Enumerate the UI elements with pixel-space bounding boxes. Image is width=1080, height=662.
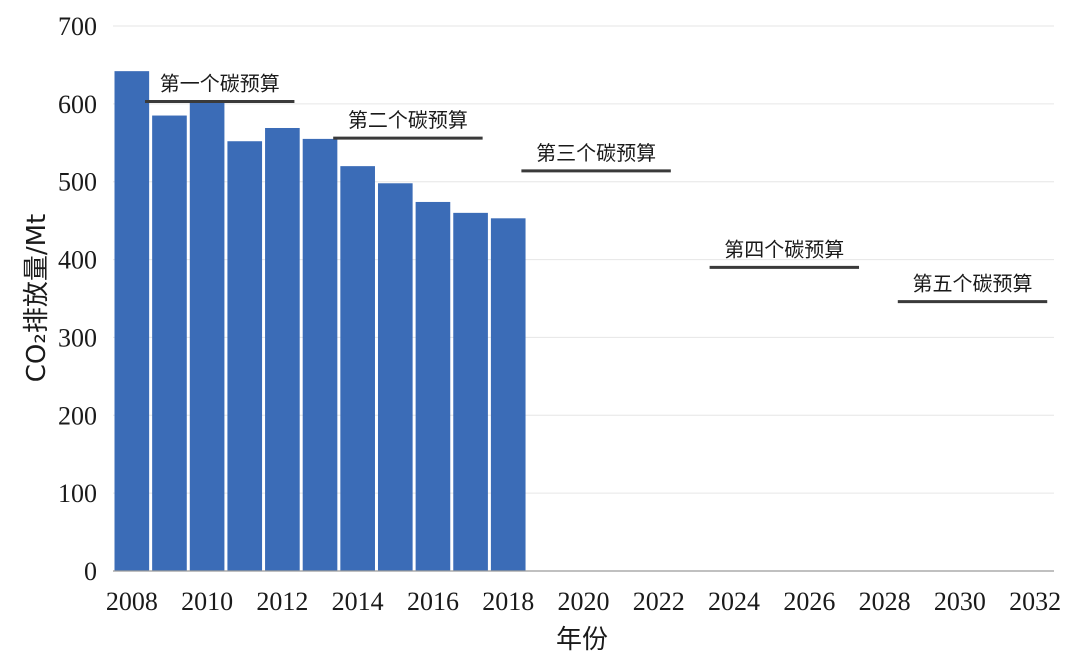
y-axis-label: CO₂排放量/Mt [22, 214, 52, 382]
bar [152, 115, 187, 572]
y-tick-label: 200 [58, 401, 97, 430]
y-tick-label: 700 [58, 12, 97, 41]
bars [114, 71, 526, 572]
x-tick-label: 2028 [859, 587, 911, 616]
x-tick-label: 2022 [633, 587, 685, 616]
y-tick-label: 300 [58, 323, 97, 352]
carbon-budget-label: 第二个碳预算 [348, 108, 468, 132]
carbon-budget-label: 第三个碳预算 [536, 141, 656, 165]
x-tick-label: 2016 [407, 587, 459, 616]
bar [189, 101, 225, 572]
y-tick-label: 600 [58, 90, 97, 119]
carbon-budget-label: 第一个碳预算 [160, 72, 280, 96]
carbon-budget-label: 第五个碳预算 [913, 272, 1033, 296]
bar [340, 166, 375, 571]
x-tick-label: 2026 [783, 587, 835, 616]
bar [377, 183, 413, 571]
bar [114, 71, 150, 572]
x-tick-label: 2024 [708, 587, 760, 616]
x-axis-label: 年份 [556, 625, 608, 655]
x-tick-label: 2032 [1009, 587, 1061, 616]
bar [490, 218, 526, 572]
y-tick-label: 400 [58, 246, 97, 275]
y-tick-labels: 0 100 200 300 400 500 600 700 [58, 12, 97, 586]
bar [453, 212, 488, 571]
bar [265, 127, 300, 571]
carbon-budget-label: 第四个碳预算 [724, 237, 844, 261]
bar [415, 201, 451, 571]
x-tick-label: 2014 [332, 587, 384, 616]
bar [227, 141, 263, 571]
x-tick-label: 2030 [934, 587, 986, 616]
x-tick-label: 2012 [256, 587, 308, 616]
y-tick-label: 100 [58, 479, 97, 508]
x-tick-label: 2020 [558, 587, 610, 616]
bar [302, 138, 338, 571]
y-tick-label: 0 [84, 557, 97, 586]
x-tick-label: 2010 [181, 587, 233, 616]
x-tick-label: 2008 [106, 587, 158, 616]
x-tick-labels: 2008 2010 2012 2014 2016 2018 2020 2022 2024 2026… [106, 587, 1061, 616]
x-tick-label: 2018 [482, 587, 534, 616]
y-tick-label: 500 [58, 168, 97, 197]
